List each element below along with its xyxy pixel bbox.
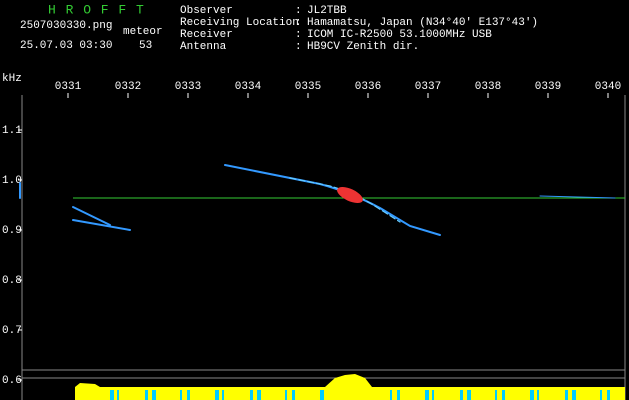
info-separator: : xyxy=(295,17,302,29)
time-label: 0340 xyxy=(595,81,621,93)
trace xyxy=(72,219,131,231)
info-label: Receiving Location xyxy=(180,17,299,29)
time-label: 0335 xyxy=(295,81,321,93)
freq-label: 0.8 xyxy=(2,275,22,287)
noise-stripe xyxy=(285,390,287,400)
info-separator: : xyxy=(295,5,302,17)
trace xyxy=(72,206,111,226)
datetime: 25.07.03 03:30 xyxy=(20,40,112,52)
level-bar xyxy=(75,387,625,400)
freq-unit: kHz xyxy=(2,73,22,85)
noise-stripe xyxy=(460,390,463,400)
type-label: meteor xyxy=(123,26,163,38)
level-bump xyxy=(75,374,372,387)
noise-stripe xyxy=(432,390,434,400)
meteor-head xyxy=(337,186,363,204)
noise-stripe xyxy=(222,390,224,400)
info-value: HB9CV Zenith dir. xyxy=(307,41,419,53)
info-value: ICOM IC-R2500 53.1000MHz USB xyxy=(307,29,492,41)
file-name: 2507030330.png xyxy=(20,20,112,32)
noise-stripe xyxy=(467,390,471,400)
noise-stripe xyxy=(250,390,253,400)
noise-stripe xyxy=(572,390,576,400)
app-title: H R O F F T xyxy=(48,2,145,17)
noise-stripe xyxy=(187,390,190,400)
noise-stripe xyxy=(117,390,119,400)
info-value: Hamamatsu, Japan (N34°40' E137°43') xyxy=(307,17,538,29)
count: 53 xyxy=(139,40,152,52)
noise-stripe xyxy=(425,390,429,400)
time-label: 0334 xyxy=(235,81,262,93)
freq-label: 0.9 xyxy=(2,225,22,237)
time-label: 0339 xyxy=(535,81,561,93)
trace xyxy=(539,195,616,199)
freq-label: 0.6 xyxy=(2,375,22,387)
noise-stripe xyxy=(180,390,182,400)
noise-stripe xyxy=(292,390,295,400)
info-separator: : xyxy=(295,29,302,41)
noise-stripe xyxy=(607,390,610,400)
time-label: 0332 xyxy=(115,81,141,93)
time-label: 0333 xyxy=(175,81,201,93)
info-label: Receiver xyxy=(180,29,233,41)
time-label: 0336 xyxy=(355,81,381,93)
info-block: Observer: JL2TBB Receiving Location: Hamama… xyxy=(180,5,538,53)
noise-stripe xyxy=(215,390,219,400)
level-noise xyxy=(110,390,610,400)
noise-stripe xyxy=(495,390,497,400)
noise-stripe xyxy=(565,390,568,400)
info-separator: : xyxy=(295,41,302,53)
info-value: JL2TBB xyxy=(307,5,347,17)
noise-stripe xyxy=(110,390,114,400)
info-label: Observer xyxy=(180,5,233,17)
freq-label: 1.0 xyxy=(2,175,22,187)
noise-stripe xyxy=(152,390,156,400)
info-label: Antenna xyxy=(180,41,227,53)
noise-stripe xyxy=(257,390,261,400)
noise-stripe xyxy=(390,390,392,400)
noise-stripe xyxy=(600,390,602,400)
axes: 0331 0332 0333 0334 0335 0336 0337 0338 0339 0340… xyxy=(2,81,621,387)
freq-label: 1.1 xyxy=(2,125,22,137)
noise-stripe xyxy=(537,390,539,400)
noise-stripe xyxy=(530,390,534,400)
noise-stripe xyxy=(320,390,324,400)
noise-stripe xyxy=(145,390,148,400)
meteor-traces xyxy=(19,164,616,236)
time-label: 0337 xyxy=(415,81,441,93)
noise-stripe xyxy=(397,390,400,400)
noise-stripe xyxy=(502,390,505,400)
time-label: 0338 xyxy=(475,81,501,93)
freq-label: 0.7 xyxy=(2,325,22,337)
time-label: 0331 xyxy=(55,81,82,93)
